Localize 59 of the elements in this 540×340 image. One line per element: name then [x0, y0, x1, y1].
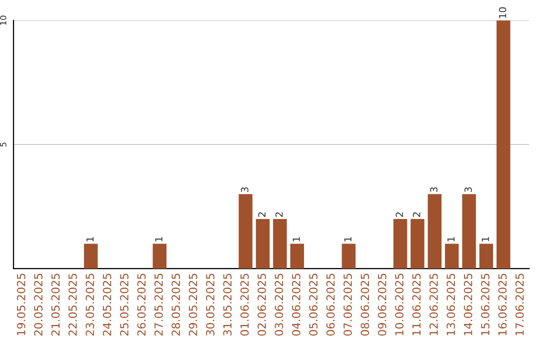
x-tick-label: 22.05.2025 [68, 274, 77, 336]
x-tick-label: 27.05.2025 [154, 274, 163, 336]
bar [238, 194, 252, 269]
x-tick-label: 14.06.2025 [464, 274, 472, 336]
bar [428, 194, 442, 269]
data-label: 10 [498, 7, 506, 18]
data-label: 2 [396, 212, 403, 217]
x-tick-label: 07.06.2025 [344, 274, 352, 336]
x-tick-label: 29.05.2025 [188, 274, 198, 336]
data-label: 1 [344, 237, 352, 242]
x-tick-label: 28.05.2025 [172, 274, 180, 336]
bar [152, 244, 166, 269]
bar [496, 20, 510, 269]
bar [410, 218, 424, 269]
data-label: 2 [258, 212, 266, 217]
x-tick-label: 13.06.2025 [446, 274, 456, 336]
bar [290, 244, 304, 269]
x-tick-label: 09.06.2025 [378, 274, 386, 336]
x-tick-label: 03.06.2025 [274, 274, 284, 336]
x-tick-label: 23.05.2025 [86, 274, 94, 336]
x-tick-label: 26.05.2025 [137, 274, 146, 336]
x-tick-label: 10.06.2025 [395, 274, 404, 336]
bar [393, 218, 408, 269]
data-label: 2 [412, 212, 420, 217]
x-tick-label: 06.06.2025 [326, 274, 335, 336]
x-tick-label: 08.06.2025 [360, 274, 370, 336]
x-tick-label: 25.05.2025 [120, 274, 128, 336]
y-tick-label: 5 [0, 142, 6, 147]
data-label: 3 [464, 187, 472, 192]
data-label: 1 [292, 237, 300, 242]
bar [342, 244, 356, 269]
x-tick-label: 02.06.2025 [258, 274, 266, 336]
data-label: 3 [241, 187, 248, 192]
x-tick-label: 24.05.2025 [102, 274, 112, 336]
x-tick-label: 17.06.2025 [515, 274, 524, 336]
x-tick-label: 04.06.2025 [292, 274, 300, 336]
bar [273, 218, 287, 269]
data-label: 1 [447, 237, 455, 242]
bar [462, 194, 476, 269]
x-tick-label: 31.05.2025 [223, 274, 232, 336]
x-tick-label: 12.06.2025 [429, 274, 438, 336]
x-tick-label: 19.05.2025 [16, 274, 26, 336]
x-tick-label: 15.06.2025 [481, 274, 490, 336]
x-tick-label: 20.05.2025 [34, 274, 43, 336]
x-tick-label: 21.05.2025 [51, 274, 60, 336]
data-label: 1 [86, 237, 94, 242]
bar [444, 244, 459, 269]
bar [84, 244, 98, 269]
x-tick-label: 11.06.2025 [412, 274, 421, 336]
data-label: 2 [275, 212, 283, 217]
data-label: 3 [430, 187, 438, 192]
data-label: 1 [482, 237, 489, 242]
x-tick-label: 05.06.2025 [309, 274, 318, 336]
x-tick-label: 16.06.2025 [498, 274, 507, 336]
bar [479, 244, 494, 269]
data-label: 1 [155, 237, 162, 242]
x-tick-label: 30.05.2025 [206, 274, 214, 336]
x-tick-label: 01.06.2025 [240, 274, 249, 336]
bar [256, 218, 270, 269]
